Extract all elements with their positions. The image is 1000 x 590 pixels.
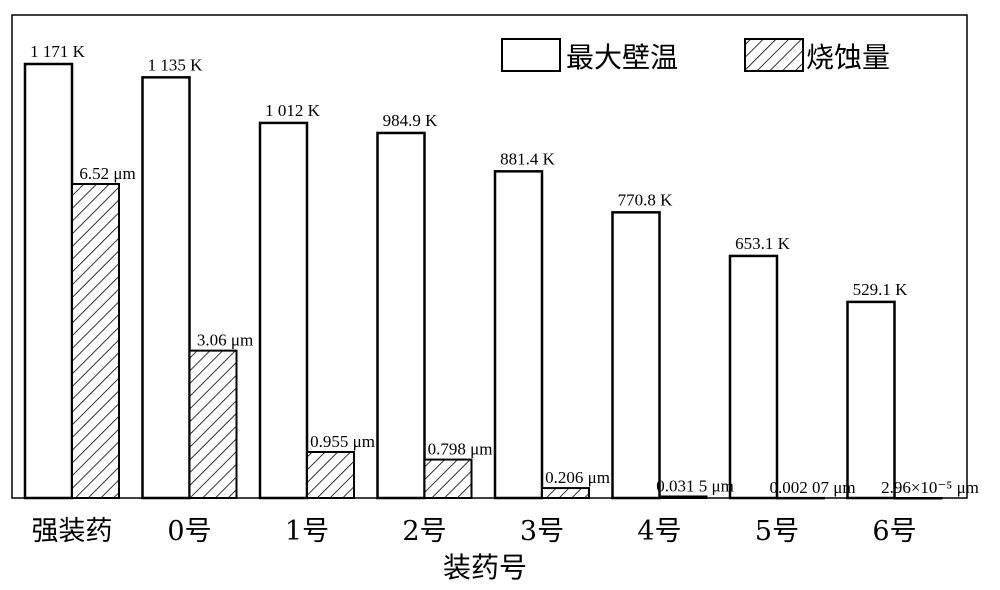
bar-wall-temp bbox=[258, 121, 309, 500]
data-label-ablation: 6.52 μm bbox=[79, 164, 135, 183]
bar-ablation bbox=[893, 496, 943, 500]
bar-ablation bbox=[776, 496, 825, 500]
bar-wall-temp bbox=[23, 62, 74, 500]
x-tick-label: 6号 bbox=[872, 516, 916, 547]
bar-wall-temp bbox=[141, 76, 191, 500]
legend-label-ablation: 烧蚀量 bbox=[806, 41, 890, 74]
data-label-wall-temp: 1 135 K bbox=[148, 55, 204, 74]
bar-wall-temp bbox=[611, 211, 661, 500]
bar-ablation bbox=[658, 495, 708, 499]
data-label-wall-temp: 881.4 K bbox=[500, 149, 556, 168]
x-axis-label: 装药号 bbox=[443, 551, 527, 584]
data-label-wall-temp: 653.1 K bbox=[735, 234, 791, 253]
bars-group bbox=[23, 62, 943, 500]
x-tick-label: 4号 bbox=[637, 516, 681, 547]
x-tick-label: 5号 bbox=[755, 516, 799, 547]
bar-wall-temp bbox=[493, 170, 544, 500]
data-label-ablation: 2.96×10⁻⁵ μm bbox=[881, 478, 979, 497]
x-tick-label: 2号 bbox=[402, 516, 446, 547]
x-tick-label: 3号 bbox=[520, 516, 564, 547]
data-label-ablation: 3.06 μm bbox=[197, 331, 253, 350]
x-tick-label: 强装药 bbox=[32, 516, 113, 547]
x-tick-label: 0号 bbox=[167, 516, 211, 547]
bar-wall-temp bbox=[376, 131, 426, 500]
data-label-wall-temp: 984.9 K bbox=[383, 111, 439, 130]
plot-frame bbox=[11, 14, 968, 499]
bar-wall-temp bbox=[846, 300, 896, 500]
x-tick-labels-group: 强装药 0号 1号 2号 3号 4号 5号 6号 bbox=[32, 516, 917, 547]
data-label-wall-temp: 770.8 K bbox=[618, 190, 674, 209]
data-label-wall-temp: 529.1 K bbox=[853, 280, 909, 299]
data-labels-group: 1 171 K 6.52 μm 1 135 K 3.06 μm 1 012 K 0.955… bbox=[30, 42, 979, 497]
legend: 最大壁温 烧蚀量 bbox=[501, 38, 890, 74]
data-label-ablation: 0.031 5 μm bbox=[656, 476, 734, 495]
bar-ablation bbox=[306, 451, 355, 499]
data-label-wall-temp: 1 171 K bbox=[30, 42, 86, 61]
data-label-ablation: 0.955 μm bbox=[310, 432, 375, 451]
bar-ablation bbox=[423, 458, 473, 500]
data-label-ablation: 0.798 μm bbox=[428, 440, 493, 459]
bar-ablation bbox=[71, 183, 120, 499]
data-label-wall-temp: 1 012 K bbox=[265, 101, 321, 120]
bar-ablation bbox=[188, 349, 238, 499]
legend-label-wall-temp: 最大壁温 bbox=[566, 41, 678, 74]
legend-swatch-wall-temp bbox=[501, 38, 561, 72]
bar-ablation bbox=[541, 487, 590, 499]
data-label-ablation: 0.206 μm bbox=[545, 468, 610, 487]
x-tick-label: 1号 bbox=[285, 516, 329, 547]
bar-wall-temp bbox=[728, 254, 779, 500]
data-label-ablation: 0.002 07 μm bbox=[769, 478, 855, 497]
legend-swatch-ablation bbox=[744, 38, 804, 72]
